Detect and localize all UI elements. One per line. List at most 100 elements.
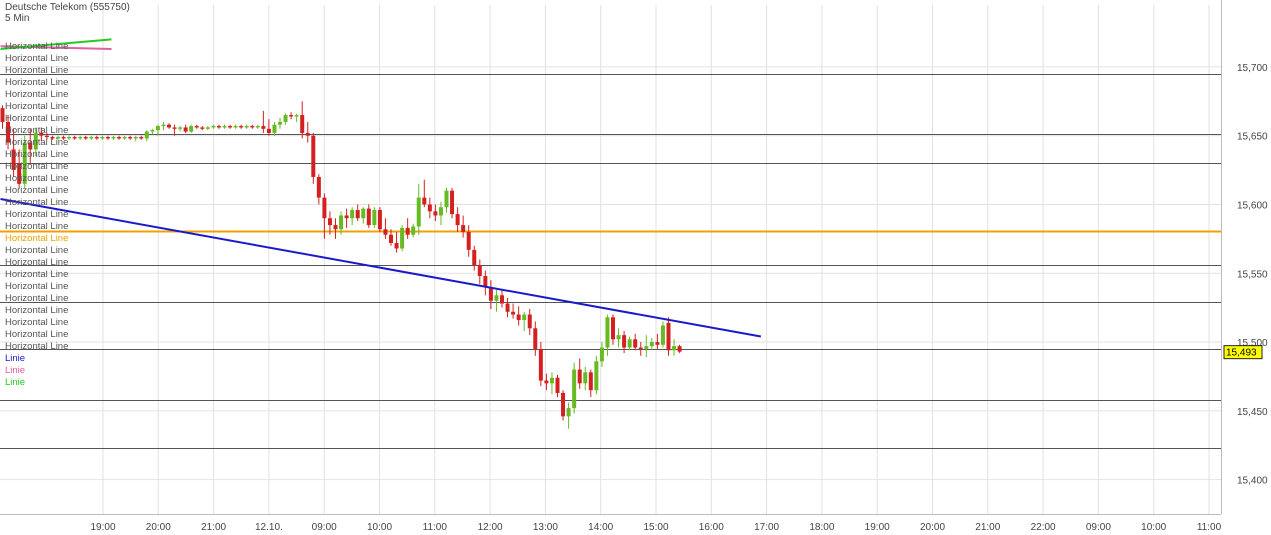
legend-item[interactable]: Linie bbox=[5, 365, 26, 376]
legend-item[interactable]: Horizontal Line bbox=[5, 65, 69, 76]
candle-body bbox=[555, 377, 560, 393]
candle-body bbox=[78, 137, 83, 139]
candle-body bbox=[344, 215, 349, 219]
candle-body bbox=[577, 369, 582, 384]
y-tick-label: 15,550 bbox=[1237, 269, 1268, 280]
x-tick-label: 18:00 bbox=[809, 522, 834, 533]
legend-item[interactable]: Horizontal Line bbox=[5, 137, 69, 148]
x-tick-label: 17:00 bbox=[754, 522, 779, 533]
candle-body bbox=[289, 115, 294, 117]
legend-item[interactable]: Horizontal Line bbox=[5, 245, 69, 256]
candle-body bbox=[333, 225, 338, 230]
candle-body bbox=[549, 377, 554, 384]
legend-item[interactable]: Horizontal Line bbox=[5, 185, 69, 196]
legend-item[interactable]: Horizontal Line bbox=[5, 305, 69, 316]
candle-body bbox=[183, 127, 188, 132]
candle-body bbox=[616, 335, 621, 340]
candle-body bbox=[44, 135, 49, 138]
legend-item[interactable]: Horizontal Line bbox=[5, 101, 69, 112]
candle-body bbox=[311, 135, 316, 177]
candle-body bbox=[150, 130, 155, 132]
legend-item[interactable]: Horizontal Line bbox=[5, 329, 69, 340]
candle-body bbox=[466, 231, 471, 250]
legend-item[interactable]: Horizontal Line bbox=[5, 317, 69, 328]
legend-item[interactable]: Horizontal Line bbox=[5, 197, 69, 208]
candle-body bbox=[205, 127, 210, 129]
candle-body bbox=[561, 392, 566, 417]
candle-body bbox=[144, 131, 149, 139]
candle-body bbox=[416, 197, 421, 227]
y-tick-label: 15,400 bbox=[1237, 476, 1268, 487]
candle-body bbox=[533, 328, 538, 349]
instrument-title: Deutsche Telekom (555750) bbox=[5, 2, 130, 13]
legend-item[interactable]: Horizontal Line bbox=[5, 77, 69, 88]
y-tick-label: 15,500 bbox=[1237, 338, 1268, 349]
interval-label: 5 Min bbox=[5, 13, 30, 24]
candle-body bbox=[178, 127, 183, 129]
legend-item[interactable]: Horizontal Line bbox=[5, 173, 69, 184]
candle-body bbox=[444, 190, 449, 208]
candle-body bbox=[599, 347, 604, 362]
legend-item[interactable]: Linie bbox=[5, 377, 26, 388]
legend-item[interactable]: Horizontal Line bbox=[5, 209, 69, 220]
legend-item[interactable]: Linie bbox=[5, 353, 26, 364]
legend-item[interactable]: Horizontal Line bbox=[5, 89, 69, 100]
trend-line[interactable] bbox=[0, 38, 112, 51]
x-tick-label: 09:00 bbox=[1086, 522, 1111, 533]
legend-item[interactable]: Horizontal Line bbox=[5, 257, 69, 268]
legend-item[interactable]: Horizontal Line bbox=[5, 341, 69, 352]
candle-body bbox=[605, 317, 610, 348]
candle-body bbox=[233, 126, 238, 128]
candle-body bbox=[167, 124, 171, 128]
candle-body bbox=[94, 137, 99, 139]
legend-item[interactable]: Horizontal Line bbox=[5, 149, 69, 160]
candle-body bbox=[305, 132, 310, 136]
candle-body bbox=[566, 408, 571, 417]
candle-body bbox=[316, 176, 321, 198]
candle-body bbox=[17, 163, 22, 184]
x-tick-label: 11:00 bbox=[423, 522, 448, 533]
x-tick-label: 19:00 bbox=[90, 522, 115, 533]
legend-item[interactable]: Horizontal Line bbox=[5, 233, 69, 244]
candle-body bbox=[222, 126, 227, 128]
candle-body bbox=[572, 369, 577, 409]
indicator-legend: Horizontal Line Horizontal Line Horizontal… bbox=[5, 41, 68, 389]
x-tick-label: 21:00 bbox=[975, 522, 1000, 533]
candle-body bbox=[366, 208, 371, 226]
candle-body bbox=[383, 229, 388, 235]
legend-item[interactable]: Horizontal Line bbox=[5, 41, 69, 52]
candle-body bbox=[538, 348, 543, 381]
candle-body bbox=[622, 335, 627, 348]
legend-item[interactable]: Horizontal Line bbox=[5, 113, 69, 124]
candle-body bbox=[438, 207, 443, 216]
legend-item[interactable]: Horizontal Line bbox=[5, 221, 69, 232]
x-tick-label: 10:00 bbox=[367, 522, 392, 533]
legend-item[interactable]: Horizontal Line bbox=[5, 269, 69, 280]
candle-body bbox=[200, 127, 205, 129]
candle-body bbox=[266, 128, 271, 133]
candle-body bbox=[139, 137, 144, 139]
candle-body bbox=[194, 126, 199, 128]
last-price-label: 15,493 bbox=[1226, 348, 1257, 359]
x-tick-label: 11:00 bbox=[1197, 522, 1222, 533]
legend-item[interactable]: Horizontal Line bbox=[5, 125, 69, 136]
x-tick-label: 15:00 bbox=[643, 522, 668, 533]
y-tick-label: 15,600 bbox=[1237, 200, 1268, 211]
candle-body bbox=[461, 225, 466, 232]
candle-body bbox=[250, 126, 255, 128]
candle-body bbox=[660, 325, 665, 345]
candle-body bbox=[50, 137, 55, 139]
trend-line[interactable] bbox=[0, 197, 762, 338]
x-tick-label: 12:00 bbox=[478, 522, 503, 533]
legend-item[interactable]: Horizontal Line bbox=[5, 161, 69, 172]
candle-body bbox=[283, 115, 288, 122]
candle-body bbox=[422, 197, 427, 205]
candle-body bbox=[505, 303, 510, 312]
candle-body bbox=[278, 121, 282, 125]
legend-item[interactable]: Horizontal Line bbox=[5, 293, 69, 304]
legend-item[interactable]: Horizontal Line bbox=[5, 53, 69, 64]
candle-body bbox=[244, 126, 249, 128]
legend-item[interactable]: Horizontal Line bbox=[5, 281, 69, 292]
